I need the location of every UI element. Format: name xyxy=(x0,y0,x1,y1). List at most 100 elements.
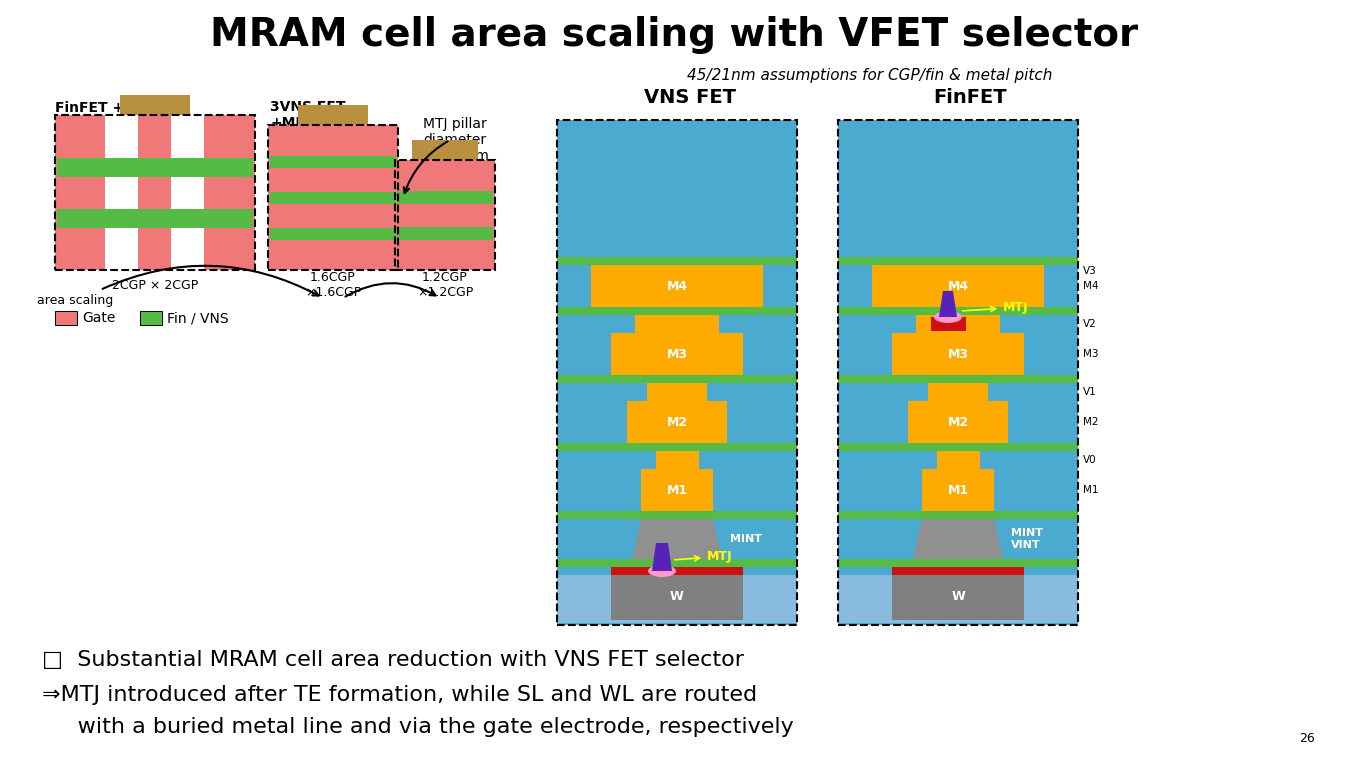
Text: V2: V2 xyxy=(1083,319,1096,329)
Bar xyxy=(647,383,707,401)
Polygon shape xyxy=(652,543,672,571)
Text: VNS FET: VNS FET xyxy=(644,87,735,106)
Bar xyxy=(928,383,987,401)
Text: MTJ: MTJ xyxy=(963,301,1029,314)
Text: 2VNS FET
+MRAM: 2VNS FET +MRAM xyxy=(391,160,466,190)
Bar xyxy=(395,160,494,270)
Bar xyxy=(838,375,1078,383)
Bar xyxy=(171,115,203,270)
Bar xyxy=(55,115,255,270)
Bar xyxy=(397,227,493,240)
Bar xyxy=(656,451,699,469)
Bar xyxy=(298,105,368,125)
Bar xyxy=(872,265,1044,307)
Bar xyxy=(838,443,1078,451)
Bar xyxy=(921,469,994,511)
Bar xyxy=(838,307,1078,315)
Bar xyxy=(269,192,396,204)
Bar xyxy=(558,511,797,519)
Text: 3VNS FET
+MRAM: 3VNS FET +MRAM xyxy=(269,100,345,130)
Text: 26: 26 xyxy=(1300,732,1315,745)
Text: MINT
VINT: MINT VINT xyxy=(1012,528,1043,550)
Bar xyxy=(105,115,137,270)
Bar xyxy=(120,95,190,115)
Bar xyxy=(908,401,1008,443)
Bar xyxy=(612,567,744,575)
Bar xyxy=(269,228,396,240)
Bar xyxy=(892,333,1024,375)
Bar xyxy=(892,567,1024,575)
Bar xyxy=(938,451,981,469)
Bar xyxy=(268,125,397,270)
Text: M1: M1 xyxy=(947,483,968,496)
Bar xyxy=(558,257,797,265)
Bar xyxy=(838,120,1078,625)
Bar xyxy=(612,575,744,620)
Text: ⇒MTJ introduced after TE formation, while SL and WL are routed: ⇒MTJ introduced after TE formation, whil… xyxy=(42,685,757,705)
Text: FinFET + MRAM: FinFET + MRAM xyxy=(55,101,178,115)
Bar xyxy=(57,209,253,228)
Bar xyxy=(55,311,77,325)
Polygon shape xyxy=(939,291,956,317)
Bar xyxy=(268,125,397,270)
Bar xyxy=(55,115,255,270)
Text: W: W xyxy=(951,590,964,603)
Bar xyxy=(269,156,396,168)
Polygon shape xyxy=(913,519,1004,559)
Bar xyxy=(395,160,494,270)
Text: □  Substantial MRAM cell area reduction with VNS FET selector: □ Substantial MRAM cell area reduction w… xyxy=(42,650,744,670)
Bar xyxy=(140,311,162,325)
Bar xyxy=(838,120,1078,625)
Bar xyxy=(57,158,253,177)
Text: M4: M4 xyxy=(1083,281,1099,291)
Bar xyxy=(626,401,727,443)
Ellipse shape xyxy=(648,565,676,577)
Text: 1.2CGP
×1.2CGP: 1.2CGP ×1.2CGP xyxy=(416,271,473,299)
Text: M2: M2 xyxy=(947,415,968,428)
Bar xyxy=(838,511,1078,519)
Text: MTJ: MTJ xyxy=(675,550,733,563)
Bar xyxy=(931,317,966,331)
Bar xyxy=(558,443,797,451)
Bar xyxy=(558,375,797,383)
Bar xyxy=(558,307,797,315)
Bar xyxy=(397,191,493,204)
Text: M1: M1 xyxy=(667,483,687,496)
Text: M3: M3 xyxy=(1083,349,1099,359)
Text: FinFET: FinFET xyxy=(933,87,1006,106)
Text: 45/21nm assumptions for CGP/fin & metal pitch: 45/21nm assumptions for CGP/fin & metal … xyxy=(687,67,1053,83)
Bar xyxy=(916,315,999,333)
Text: W: W xyxy=(669,590,684,603)
Text: M2: M2 xyxy=(1083,417,1099,427)
Text: 2CGP × 2CGP: 2CGP × 2CGP xyxy=(112,278,198,291)
Bar xyxy=(641,469,713,511)
Bar xyxy=(395,160,494,270)
Bar xyxy=(558,559,797,567)
Text: V3: V3 xyxy=(1083,266,1096,276)
Text: V1: V1 xyxy=(1083,387,1096,397)
Text: area scaling: area scaling xyxy=(36,294,113,307)
Text: M1: M1 xyxy=(1083,485,1099,495)
Text: M3: M3 xyxy=(947,347,968,360)
Ellipse shape xyxy=(933,311,962,323)
Text: 1.6CGP
×1.6CGP: 1.6CGP ×1.6CGP xyxy=(304,271,361,299)
Text: with a buried metal line and via the gate electrode, respectively: with a buried metal line and via the gat… xyxy=(42,717,793,737)
Bar xyxy=(838,575,1078,623)
Bar xyxy=(892,575,1024,620)
Bar xyxy=(412,140,478,160)
Text: M3: M3 xyxy=(667,347,687,360)
Bar xyxy=(268,125,397,270)
Bar xyxy=(612,333,744,375)
Bar xyxy=(634,315,719,333)
Text: V0: V0 xyxy=(1083,455,1096,465)
Bar xyxy=(55,115,255,270)
Bar xyxy=(558,120,797,625)
Text: M4: M4 xyxy=(947,279,968,292)
Polygon shape xyxy=(632,519,722,559)
Text: MINT: MINT xyxy=(730,534,762,544)
Bar xyxy=(558,575,797,623)
Text: MTJ pillar
diameter
34→24nm: MTJ pillar diameter 34→24nm xyxy=(420,117,489,163)
Text: MRAM cell area scaling with VFET selector: MRAM cell area scaling with VFET selecto… xyxy=(210,16,1138,54)
Bar xyxy=(558,120,797,625)
Bar xyxy=(838,257,1078,265)
